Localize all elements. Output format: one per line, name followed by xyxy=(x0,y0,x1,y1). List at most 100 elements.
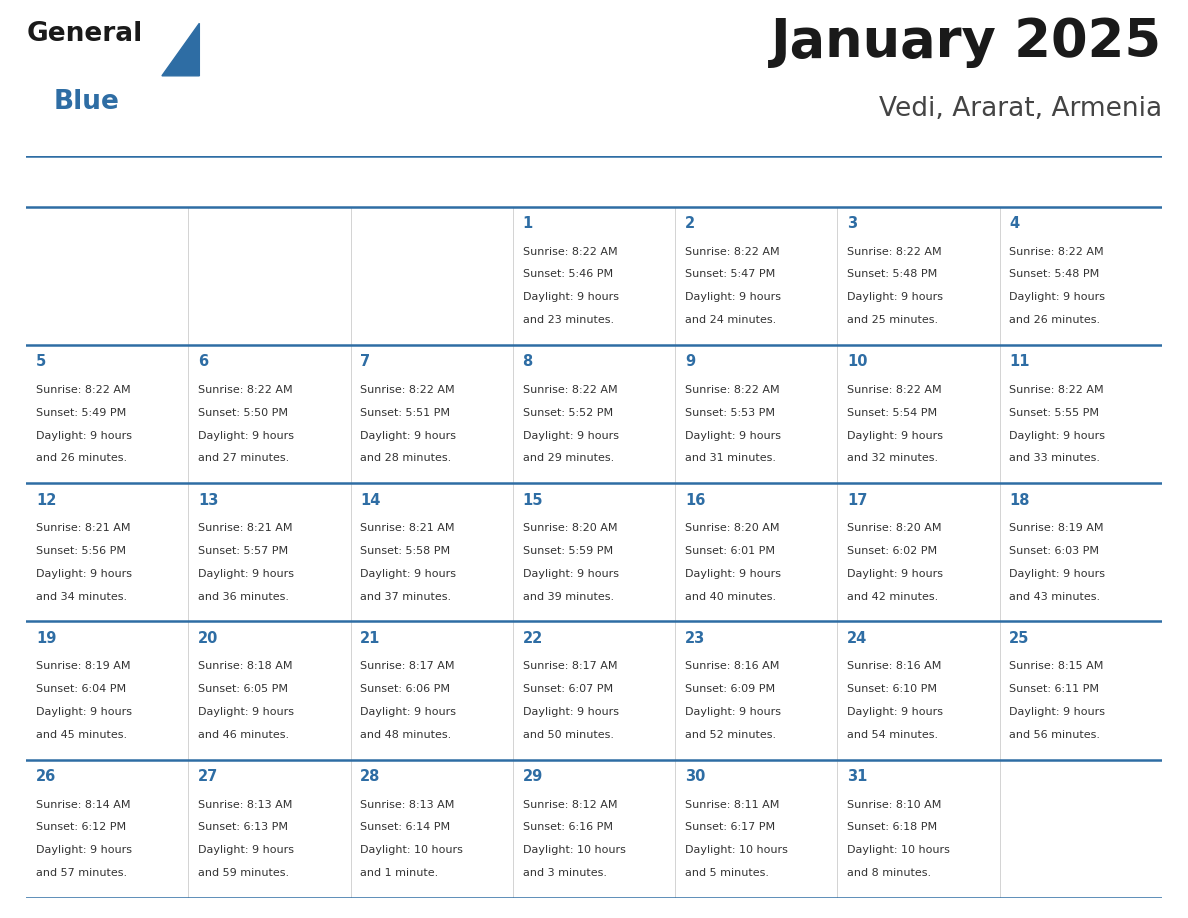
Text: Sunrise: 8:21 AM: Sunrise: 8:21 AM xyxy=(198,523,292,533)
Text: and 50 minutes.: and 50 minutes. xyxy=(523,730,614,740)
Text: Sunrise: 8:21 AM: Sunrise: 8:21 AM xyxy=(36,523,131,533)
Text: Sunset: 6:13 PM: Sunset: 6:13 PM xyxy=(198,823,289,833)
Text: Friday: Friday xyxy=(891,174,947,189)
Text: and 32 minutes.: and 32 minutes. xyxy=(847,453,939,464)
Text: and 57 minutes.: and 57 minutes. xyxy=(36,868,127,879)
Text: Daylight: 9 hours: Daylight: 9 hours xyxy=(847,431,943,441)
Text: 8: 8 xyxy=(523,354,533,369)
Text: and 56 minutes.: and 56 minutes. xyxy=(1010,730,1100,740)
Text: Sunset: 5:55 PM: Sunset: 5:55 PM xyxy=(1010,408,1099,418)
Text: Sunrise: 8:20 AM: Sunrise: 8:20 AM xyxy=(847,523,942,533)
Text: January 2025: January 2025 xyxy=(771,17,1162,69)
Text: 12: 12 xyxy=(36,493,56,508)
Text: Daylight: 9 hours: Daylight: 9 hours xyxy=(523,569,619,578)
Text: Sunset: 6:14 PM: Sunset: 6:14 PM xyxy=(360,823,450,833)
Text: Sunrise: 8:10 AM: Sunrise: 8:10 AM xyxy=(847,800,941,810)
Text: 2: 2 xyxy=(684,217,695,231)
Text: and 23 minutes.: and 23 minutes. xyxy=(523,315,614,325)
Text: Sunset: 6:16 PM: Sunset: 6:16 PM xyxy=(523,823,613,833)
Text: and 31 minutes.: and 31 minutes. xyxy=(684,453,776,464)
Text: Sunrise: 8:18 AM: Sunrise: 8:18 AM xyxy=(198,661,292,671)
Text: Sunrise: 8:22 AM: Sunrise: 8:22 AM xyxy=(36,385,131,395)
Text: Sunset: 5:56 PM: Sunset: 5:56 PM xyxy=(36,546,126,556)
Text: Sunset: 5:59 PM: Sunset: 5:59 PM xyxy=(523,546,613,556)
Text: and 29 minutes.: and 29 minutes. xyxy=(523,453,614,464)
Text: Sunrise: 8:22 AM: Sunrise: 8:22 AM xyxy=(1010,385,1104,395)
Text: and 26 minutes.: and 26 minutes. xyxy=(1010,315,1100,325)
Text: Daylight: 9 hours: Daylight: 9 hours xyxy=(523,707,619,717)
Text: Daylight: 9 hours: Daylight: 9 hours xyxy=(1010,707,1105,717)
Text: 31: 31 xyxy=(847,769,867,784)
Text: Sunset: 6:17 PM: Sunset: 6:17 PM xyxy=(684,823,775,833)
Text: 5: 5 xyxy=(36,354,46,369)
Text: 22: 22 xyxy=(523,631,543,646)
Text: Daylight: 9 hours: Daylight: 9 hours xyxy=(36,707,132,717)
Text: Sunset: 5:49 PM: Sunset: 5:49 PM xyxy=(36,408,126,418)
Text: Daylight: 9 hours: Daylight: 9 hours xyxy=(36,431,132,441)
Text: Sunset: 5:51 PM: Sunset: 5:51 PM xyxy=(360,408,450,418)
Text: 3: 3 xyxy=(847,217,858,231)
Text: and 25 minutes.: and 25 minutes. xyxy=(847,315,939,325)
Text: 30: 30 xyxy=(684,769,706,784)
Text: Sunset: 5:47 PM: Sunset: 5:47 PM xyxy=(684,270,775,279)
Text: 19: 19 xyxy=(36,631,56,646)
Text: Sunrise: 8:22 AM: Sunrise: 8:22 AM xyxy=(684,385,779,395)
Text: and 28 minutes.: and 28 minutes. xyxy=(360,453,451,464)
Text: and 43 minutes.: and 43 minutes. xyxy=(1010,591,1100,601)
Text: Daylight: 9 hours: Daylight: 9 hours xyxy=(847,707,943,717)
Text: Daylight: 9 hours: Daylight: 9 hours xyxy=(684,431,781,441)
Text: 26: 26 xyxy=(36,769,56,784)
Text: Sunset: 6:18 PM: Sunset: 6:18 PM xyxy=(847,823,937,833)
Text: Sunset: 6:05 PM: Sunset: 6:05 PM xyxy=(198,684,289,694)
Text: 20: 20 xyxy=(198,631,219,646)
Text: Sunset: 6:10 PM: Sunset: 6:10 PM xyxy=(847,684,937,694)
Text: Sunrise: 8:15 AM: Sunrise: 8:15 AM xyxy=(1010,661,1104,671)
Text: Sunset: 5:52 PM: Sunset: 5:52 PM xyxy=(523,408,613,418)
Text: Daylight: 10 hours: Daylight: 10 hours xyxy=(684,845,788,856)
Text: Saturday: Saturday xyxy=(1040,174,1121,189)
Text: Sunrise: 8:13 AM: Sunrise: 8:13 AM xyxy=(360,800,455,810)
Text: and 5 minutes.: and 5 minutes. xyxy=(684,868,769,879)
Text: Sunrise: 8:22 AM: Sunrise: 8:22 AM xyxy=(198,385,292,395)
Text: Daylight: 9 hours: Daylight: 9 hours xyxy=(523,292,619,302)
Text: 28: 28 xyxy=(360,769,380,784)
Text: 4: 4 xyxy=(1010,217,1019,231)
Text: and 46 minutes.: and 46 minutes. xyxy=(198,730,289,740)
Text: General: General xyxy=(26,21,143,47)
Text: Daylight: 9 hours: Daylight: 9 hours xyxy=(847,292,943,302)
Text: Sunrise: 8:16 AM: Sunrise: 8:16 AM xyxy=(847,661,941,671)
Text: Sunset: 6:04 PM: Sunset: 6:04 PM xyxy=(36,684,126,694)
Text: Daylight: 9 hours: Daylight: 9 hours xyxy=(1010,431,1105,441)
Text: Sunrise: 8:22 AM: Sunrise: 8:22 AM xyxy=(847,247,942,257)
Text: Sunset: 5:48 PM: Sunset: 5:48 PM xyxy=(1010,270,1100,279)
Text: Sunset: 6:01 PM: Sunset: 6:01 PM xyxy=(684,546,775,556)
Text: Sunset: 6:12 PM: Sunset: 6:12 PM xyxy=(36,823,126,833)
Text: Daylight: 9 hours: Daylight: 9 hours xyxy=(198,845,295,856)
Text: and 8 minutes.: and 8 minutes. xyxy=(847,868,931,879)
Text: Sunrise: 8:22 AM: Sunrise: 8:22 AM xyxy=(360,385,455,395)
Text: and 36 minutes.: and 36 minutes. xyxy=(198,591,289,601)
Text: 10: 10 xyxy=(847,354,867,369)
Text: Sunrise: 8:19 AM: Sunrise: 8:19 AM xyxy=(1010,523,1104,533)
Text: and 27 minutes.: and 27 minutes. xyxy=(198,453,290,464)
Text: 11: 11 xyxy=(1010,354,1030,369)
Text: 6: 6 xyxy=(198,354,208,369)
Text: 17: 17 xyxy=(847,493,867,508)
Text: 16: 16 xyxy=(684,493,706,508)
Text: Blue: Blue xyxy=(53,89,120,115)
Text: Daylight: 9 hours: Daylight: 9 hours xyxy=(360,569,456,578)
Text: and 34 minutes.: and 34 minutes. xyxy=(36,591,127,601)
Text: Sunrise: 8:17 AM: Sunrise: 8:17 AM xyxy=(523,661,617,671)
Text: and 33 minutes.: and 33 minutes. xyxy=(1010,453,1100,464)
Text: and 54 minutes.: and 54 minutes. xyxy=(847,730,939,740)
Text: and 3 minutes.: and 3 minutes. xyxy=(523,868,607,879)
Text: Daylight: 10 hours: Daylight: 10 hours xyxy=(847,845,950,856)
Text: Sunrise: 8:12 AM: Sunrise: 8:12 AM xyxy=(523,800,617,810)
Text: Sunset: 5:57 PM: Sunset: 5:57 PM xyxy=(198,546,289,556)
Text: Daylight: 9 hours: Daylight: 9 hours xyxy=(684,569,781,578)
Text: Daylight: 9 hours: Daylight: 9 hours xyxy=(36,569,132,578)
Text: 27: 27 xyxy=(198,769,219,784)
Text: Daylight: 9 hours: Daylight: 9 hours xyxy=(198,431,295,441)
Text: Daylight: 9 hours: Daylight: 9 hours xyxy=(36,845,132,856)
Text: 14: 14 xyxy=(360,493,380,508)
